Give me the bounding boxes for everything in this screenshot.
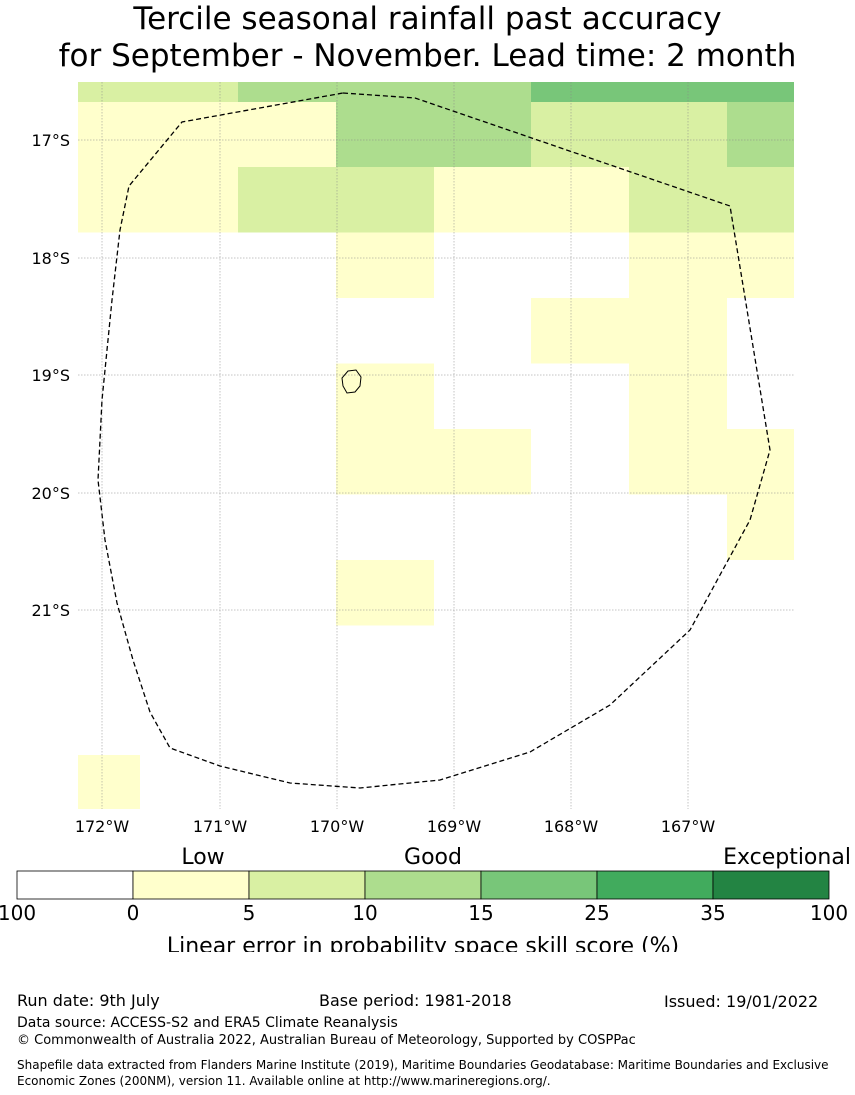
skill-cell <box>78 755 140 809</box>
skill-cell <box>727 494 794 560</box>
skill-cell <box>238 102 336 167</box>
niue-island-outline <box>341 369 362 394</box>
skill-cell <box>238 167 336 233</box>
map-gridlines <box>78 82 794 809</box>
skill-cell <box>629 102 727 167</box>
colorbar-tick-labels: 100 0 5 10 15 25 35 100 <box>0 901 848 925</box>
colorbar-box <box>712 870 830 900</box>
longitude-label: 171°W <box>193 817 248 836</box>
colorbar-box <box>248 870 366 900</box>
longitude-label: 170°W <box>310 817 365 836</box>
eez-boundary <box>97 92 771 789</box>
skill-cell <box>336 102 434 167</box>
colorbar-tick-label: 100 <box>0 901 36 925</box>
colorbar-tick-label: 100 <box>810 901 848 925</box>
shapefile-credit: Shapefile data extracted from Flanders M… <box>17 1058 829 1088</box>
skill-cell <box>78 82 238 102</box>
skill-cell <box>629 298 727 364</box>
skill-cells <box>78 82 794 809</box>
colorbar-tick-label: 0 <box>127 901 140 925</box>
skill-cell <box>434 429 531 495</box>
longitude-label: 167°W <box>661 817 716 836</box>
colorbar-box <box>480 870 598 900</box>
skill-cell <box>727 167 794 233</box>
colorbar-tick-label: 10 <box>352 901 377 925</box>
skill-cell <box>629 232 727 298</box>
latitude-label: 21°S <box>31 601 70 620</box>
colorbar-axis-label: Linear error in probability space skill … <box>167 934 679 952</box>
skill-cell <box>727 232 794 298</box>
colorbar-legend: Low Good Exceptional 100 0 5 10 15 25 35 100 Line… <box>0 845 851 952</box>
colorbar-tick-label: 25 <box>584 901 609 925</box>
colorbar-box <box>132 870 250 900</box>
legend-category-label: Exceptional <box>723 845 851 870</box>
colorbar-box <box>596 870 714 900</box>
skill-cell <box>531 102 629 167</box>
longitude-label: 169°W <box>427 817 482 836</box>
skill-cell <box>336 363 434 429</box>
issued-date: Issued: 19/01/2022 <box>664 992 819 1011</box>
colorbar-box <box>364 870 482 900</box>
latitude-label: 17°S <box>31 131 70 150</box>
data-source: Data source: ACCESS-S2 and ERA5 Climate … <box>17 1015 398 1031</box>
longitude-label: 168°W <box>544 817 599 836</box>
legend-category-label: Low <box>181 845 224 870</box>
skill-cell <box>78 167 238 233</box>
skill-cell <box>531 167 629 233</box>
colorbar-tick-label: 5 <box>243 901 256 925</box>
latitude-label: 19°S <box>31 366 70 385</box>
colorbar-box <box>16 870 134 900</box>
skill-cell <box>629 429 727 495</box>
base-period: Base period: 1981-2018 <box>319 991 512 1010</box>
skill-cell <box>336 560 434 626</box>
colorbar-tick-label: 15 <box>468 901 493 925</box>
latitude-labels: 17°S 18°S 19°S 20°S 21°S <box>31 131 70 620</box>
skill-cell <box>629 82 727 102</box>
longitude-label: 172°W <box>75 817 130 836</box>
legend-category-labels: Low Good Exceptional <box>181 845 851 870</box>
legend-category-label: Good <box>404 845 462 870</box>
skill-cell <box>727 102 794 167</box>
skill-cell <box>238 82 336 102</box>
skill-cell <box>336 429 434 495</box>
title-line-1: Tercile seasonal rainfall past accuracy <box>133 1 722 37</box>
skill-cell <box>531 82 629 102</box>
colorbar-boxes <box>16 870 830 900</box>
latitude-label: 20°S <box>31 484 70 503</box>
skill-cell <box>78 102 238 167</box>
latitude-label: 18°S <box>31 249 70 268</box>
skill-cell <box>336 167 434 233</box>
colorbar-tick-label: 35 <box>700 901 725 925</box>
skill-cell <box>434 102 531 167</box>
skill-cell <box>531 298 629 364</box>
skill-cell <box>727 82 794 102</box>
skill-cell <box>434 167 531 233</box>
longitude-labels: 172°W 171°W 170°W 169°W 168°W 167°W <box>75 817 716 836</box>
skill-map: 17°S 18°S 19°S 20°S 21°S 172°W 171°W 170°W 169°… <box>31 82 794 836</box>
skill-cell <box>629 363 727 429</box>
title-line-2: for September - November. Lead time: 2 m… <box>58 38 797 74</box>
skill-cell <box>434 82 531 102</box>
skill-cell <box>727 429 794 495</box>
run-date: Run date: 9th July <box>17 991 160 1010</box>
skill-cell <box>336 232 434 298</box>
copyright: © Commonwealth of Australia 2022, Austra… <box>17 1033 636 1048</box>
